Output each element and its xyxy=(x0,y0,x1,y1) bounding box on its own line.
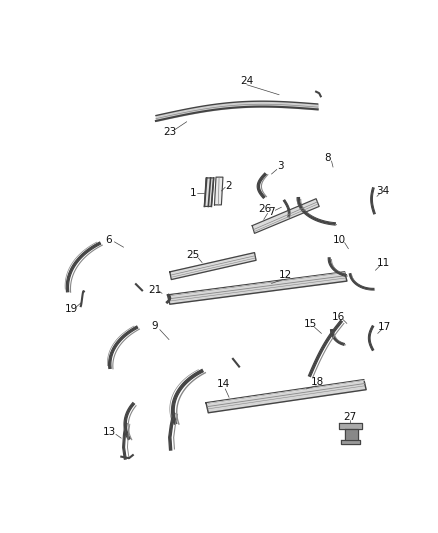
Text: 25: 25 xyxy=(186,250,200,260)
Text: 9: 9 xyxy=(151,321,158,331)
Text: 12: 12 xyxy=(279,270,292,280)
Text: 18: 18 xyxy=(311,377,324,387)
Text: 17: 17 xyxy=(378,322,391,332)
Text: 24: 24 xyxy=(240,76,254,86)
Polygon shape xyxy=(205,178,213,206)
Polygon shape xyxy=(339,423,362,429)
Text: 19: 19 xyxy=(65,304,78,314)
Text: 8: 8 xyxy=(325,153,331,163)
Polygon shape xyxy=(252,199,319,233)
Text: 15: 15 xyxy=(304,319,317,329)
Text: 34: 34 xyxy=(377,186,390,196)
Text: 21: 21 xyxy=(148,285,161,295)
Text: 27: 27 xyxy=(343,411,357,422)
Text: 1: 1 xyxy=(190,188,196,198)
Text: 16: 16 xyxy=(332,311,345,321)
Text: 10: 10 xyxy=(332,235,346,245)
Text: 26: 26 xyxy=(259,204,272,214)
Polygon shape xyxy=(206,379,366,413)
Polygon shape xyxy=(341,440,360,445)
Polygon shape xyxy=(215,177,223,205)
Polygon shape xyxy=(345,429,358,440)
Text: 3: 3 xyxy=(277,161,284,172)
Text: 6: 6 xyxy=(105,235,112,245)
Text: 7: 7 xyxy=(268,207,275,217)
Text: 2: 2 xyxy=(225,181,232,191)
Text: 23: 23 xyxy=(163,127,177,137)
Text: 13: 13 xyxy=(103,427,117,437)
Text: 14: 14 xyxy=(217,379,230,389)
Polygon shape xyxy=(170,253,256,280)
Text: 11: 11 xyxy=(377,257,390,268)
Polygon shape xyxy=(167,272,347,304)
